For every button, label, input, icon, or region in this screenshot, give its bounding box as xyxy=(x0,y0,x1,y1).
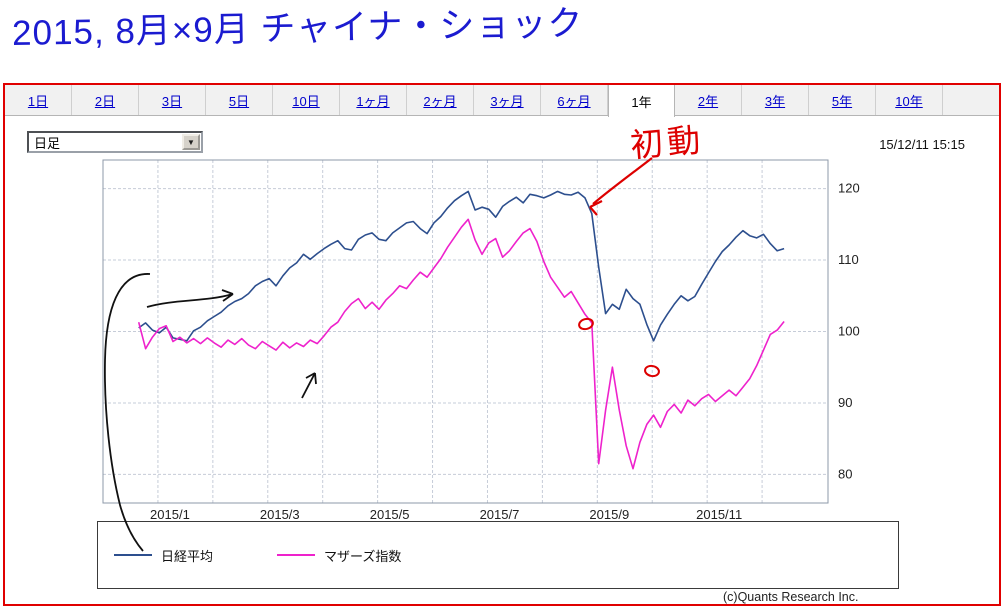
period-tab-label: 10年 xyxy=(895,93,923,109)
x-axis-tick-label: 2015/7 xyxy=(480,507,520,522)
y-axis-tick-label: 90 xyxy=(838,395,852,410)
period-tab-label: 5日 xyxy=(228,93,250,109)
y-axis-tick-label: 110 xyxy=(838,252,859,267)
period-tab-8[interactable]: 6ヶ月 xyxy=(541,85,608,115)
y-axis-tick-label: 120 xyxy=(838,181,860,196)
main-panel: 1日 2日 3日 5日 10日 1ヶ月 2ヶ月 3ヶ月 6ヶ月 1年 2年 3年 5年 10年 日足 ▼ … xyxy=(3,83,1001,606)
legend-item-0: 日経平均 xyxy=(114,546,213,565)
legend-line-swatch xyxy=(277,554,316,556)
period-tab-1[interactable]: 2日 xyxy=(72,85,139,115)
price-chart: 80 90 100 110 120 2015/1 2015/3 2015/5 2015/7 201… xyxy=(102,159,860,522)
copyright-label: (c)Quants Research Inc. xyxy=(723,590,859,604)
period-tab-label: 3年 xyxy=(764,93,786,109)
x-axis-tick-label: 2015/3 xyxy=(260,507,300,522)
period-tab-4[interactable]: 10日 xyxy=(273,85,340,115)
legend-item-1: マザーズ指数 xyxy=(277,546,401,565)
period-tab-label: 1日 xyxy=(27,93,49,109)
period-tab-bar: 1日 2日 3日 5日 10日 1ヶ月 2ヶ月 3ヶ月 6ヶ月 1年 2年 3年 5年 10年 xyxy=(5,85,999,117)
handwritten-title: 2015, 8月×9月 チャイナ・ショック xyxy=(11,4,584,53)
y-axis-tick-label: 80 xyxy=(838,466,852,481)
period-tab-0[interactable]: 1日 xyxy=(5,85,72,115)
period-tab-9[interactable]: 1年 xyxy=(608,85,675,117)
period-tab-6[interactable]: 2ヶ月 xyxy=(407,85,474,115)
timestamp-label: 15/12/11 15:15 xyxy=(879,137,965,152)
legend-label: マザーズ指数 xyxy=(324,548,402,564)
x-axis-tick-label: 2015/5 xyxy=(370,507,410,522)
period-tab-label: 2日 xyxy=(94,93,116,109)
period-tab-label: 6ヶ月 xyxy=(557,93,591,109)
period-tab-5[interactable]: 1ヶ月 xyxy=(340,85,407,115)
period-tab-label: 3ヶ月 xyxy=(490,93,524,109)
period-tab-label: 1ヶ月 xyxy=(356,93,390,109)
plot-border xyxy=(102,159,829,504)
series-line-nikkei xyxy=(138,190,785,342)
period-tab-3[interactable]: 5日 xyxy=(206,85,273,115)
interval-select-value: 日足 xyxy=(34,135,61,151)
x-axis-tick-label: 2015/11 xyxy=(696,507,742,522)
period-tab-10[interactable]: 2年 xyxy=(675,85,742,115)
legend-line-swatch xyxy=(114,554,152,556)
series-line-mothers xyxy=(137,218,785,470)
period-tab-label: 3日 xyxy=(161,93,183,109)
x-axis-tick-label: 2015/1 xyxy=(150,507,190,522)
period-tab-12[interactable]: 5年 xyxy=(809,85,876,115)
period-tab-13[interactable]: 10年 xyxy=(876,85,943,115)
y-axis-tick-label: 100 xyxy=(838,324,860,339)
interval-select[interactable]: 日足 ▼ xyxy=(27,131,203,153)
period-tab-11[interactable]: 3年 xyxy=(742,85,809,115)
legend-label: 日経平均 xyxy=(161,548,214,564)
period-tab-label: 2ヶ月 xyxy=(423,93,457,109)
x-axis-tick-label: 2015/9 xyxy=(589,507,629,522)
period-tab-label: 2年 xyxy=(697,93,719,109)
period-tab-label: 10日 xyxy=(292,93,320,109)
period-tab-2[interactable]: 3日 xyxy=(139,85,206,115)
period-tab-label: 5年 xyxy=(831,93,853,109)
legend-box: 日経平均 マザーズ指数 xyxy=(97,521,899,589)
period-tab-label: 1年 xyxy=(631,94,652,110)
period-tab-7[interactable]: 3ヶ月 xyxy=(474,85,541,115)
chevron-down-icon[interactable]: ▼ xyxy=(182,134,200,150)
